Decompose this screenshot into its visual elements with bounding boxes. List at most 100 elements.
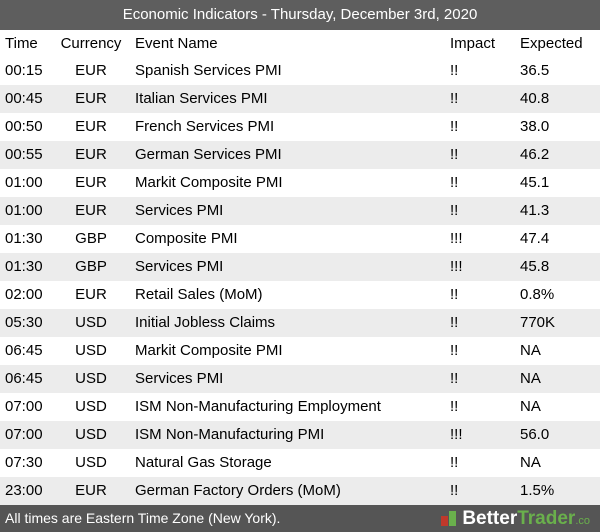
event-name-cell: Services PMI xyxy=(135,258,224,275)
expected-cell: 47.4 xyxy=(520,230,550,247)
table-row: 07:00 USD ISM Non-Manufacturing Employment… xyxy=(0,393,600,421)
expected-cell: NA xyxy=(520,342,541,359)
impact-cell: !! xyxy=(450,90,459,107)
event-name-cell: ISM Non-Manufacturing PMI xyxy=(135,426,325,443)
footer: All times are Eastern Time Zone (New Yor… xyxy=(0,505,600,532)
event-name-cell: Services PMI xyxy=(135,370,224,387)
currency-cell: EUR xyxy=(75,202,107,219)
time-cell: 01:30 xyxy=(5,258,43,275)
expected-cell: 38.0 xyxy=(520,118,550,135)
header-row: Time Currency Event Name Impact Expected xyxy=(0,30,600,57)
impact-cell: !! xyxy=(450,342,459,359)
expected-cell: NA xyxy=(520,454,541,471)
column-header: Expected xyxy=(520,35,583,52)
expected-cell: 40.8 xyxy=(520,90,550,107)
impact-cell: !! xyxy=(450,174,459,191)
time-cell: 00:45 xyxy=(5,90,43,107)
currency-cell: USD xyxy=(75,370,107,387)
event-name-cell: German Services PMI xyxy=(135,146,282,163)
time-cell: 06:45 xyxy=(5,370,43,387)
table-row: 00:45 EUR Italian Services PMI!! 40.8 xyxy=(0,85,600,113)
event-name-cell: Markit Composite PMI xyxy=(135,174,283,191)
currency-cell: EUR xyxy=(75,482,107,499)
title: Economic Indicators - Thursday, December… xyxy=(0,0,600,30)
impact-cell: !! xyxy=(450,202,459,219)
table-row: 07:30 USD Natural Gas Storage!! NA xyxy=(0,449,600,477)
impact-cell: !! xyxy=(450,146,459,163)
event-name-cell: Services PMI xyxy=(135,202,224,219)
logo-icon xyxy=(441,511,457,526)
time-cell: 01:00 xyxy=(5,174,43,191)
time-cell: 07:00 xyxy=(5,398,43,415)
time-cell: 23:00 xyxy=(5,482,43,499)
column-header: Impact xyxy=(450,35,496,52)
impact-cell: !!! xyxy=(450,258,463,275)
currency-cell: EUR xyxy=(75,118,107,135)
expected-cell: 46.2 xyxy=(520,146,550,163)
impact-cell: !! xyxy=(450,370,459,387)
expected-cell: 1.5% xyxy=(520,482,555,499)
impact-cell: !! xyxy=(450,454,459,471)
time-cell: 00:55 xyxy=(5,146,43,163)
impact-cell: !! xyxy=(450,314,459,331)
time-cell: 01:30 xyxy=(5,230,43,247)
footer-note: All times are Eastern Time Zone (New Yor… xyxy=(5,510,281,526)
time-cell: 06:45 xyxy=(5,342,43,359)
table-row: 06:45 USD Services PMI!! NA xyxy=(0,365,600,393)
table-row: 06:45 USD Markit Composite PMI!! NA xyxy=(0,337,600,365)
impact-cell: !! xyxy=(450,398,459,415)
currency-cell: EUR xyxy=(75,90,107,107)
time-cell: 01:00 xyxy=(5,202,43,219)
currency-cell: USD xyxy=(75,342,107,359)
table-row: 05:30 USD Initial Jobless Claims!! 770K xyxy=(0,309,600,337)
expected-cell: NA xyxy=(520,370,541,387)
time-cell: 00:50 xyxy=(5,118,43,135)
time-cell: 05:30 xyxy=(5,314,43,331)
event-name-cell: Composite PMI xyxy=(135,230,238,247)
table-row: 07:00 USD ISM Non-Manufacturing PMI!!! 56.0 xyxy=(0,421,600,449)
expected-cell: 41.3 xyxy=(520,202,550,219)
table-row: 01:00 EUR Markit Composite PMI!! 45.1 xyxy=(0,169,600,197)
event-name-cell: Initial Jobless Claims xyxy=(135,314,276,331)
table-row: 00:50 EUR French Services PMI!! 38.0 xyxy=(0,113,600,141)
table-row: 01:30 GBP Services PMI!!! 45.8 xyxy=(0,253,600,281)
table-row: 00:55 EUR German Services PMI!! 46.2 xyxy=(0,141,600,169)
expected-cell: 0.8% xyxy=(520,286,555,303)
time-cell: 00:15 xyxy=(5,62,43,79)
currency-cell: USD xyxy=(75,398,107,415)
logo-part1: Better xyxy=(462,508,518,529)
event-name-cell: Markit Composite PMI xyxy=(135,342,283,359)
expected-cell: 770K xyxy=(520,314,556,331)
event-name-cell: German Factory Orders (MoM) xyxy=(135,482,341,499)
time-cell: 07:00 xyxy=(5,426,43,443)
currency-cell: EUR xyxy=(75,146,107,163)
currency-cell: GBP xyxy=(75,258,107,275)
impact-cell: !! xyxy=(450,118,459,135)
currency-cell: USD xyxy=(75,454,107,471)
logo-suffix: .co xyxy=(575,515,590,527)
impact-cell: !!! xyxy=(450,230,463,247)
impact-cell: !!! xyxy=(450,426,463,443)
time-cell: 02:00 xyxy=(5,286,43,303)
table-row: 01:30 GBP Composite PMI!!! 47.4 xyxy=(0,225,600,253)
expected-cell: 36.5 xyxy=(520,62,550,79)
table-row: 02:00 EUR Retail Sales (MoM)!! 0.8% xyxy=(0,281,600,309)
currency-cell: USD xyxy=(75,314,107,331)
event-name-cell: ISM Non-Manufacturing Employment xyxy=(135,398,381,415)
column-header: Event Name xyxy=(135,35,218,52)
table-row: 01:00 EUR Services PMI!! 41.3 xyxy=(0,197,600,225)
logo: BetterTrader.co xyxy=(440,505,590,532)
table-row: 00:15 EUR Spanish Services PMI!! 36.5 xyxy=(0,57,600,85)
impact-cell: !! xyxy=(450,286,459,303)
time-cell: 07:30 xyxy=(5,454,43,471)
column-header: Currency xyxy=(60,35,122,52)
event-name-cell: Retail Sales (MoM) xyxy=(135,286,263,303)
currency-cell: EUR xyxy=(75,286,107,303)
currency-cell: USD xyxy=(75,426,107,443)
table: Time Currency Event Name Impact Expected 00:1… xyxy=(0,30,600,505)
logo-part2: Trader xyxy=(517,508,576,529)
table-row: 23:00 EUR German Factory Orders (MoM)!! 1.5… xyxy=(0,477,600,505)
impact-cell: !! xyxy=(450,482,459,499)
currency-cell: GBP xyxy=(75,230,107,247)
